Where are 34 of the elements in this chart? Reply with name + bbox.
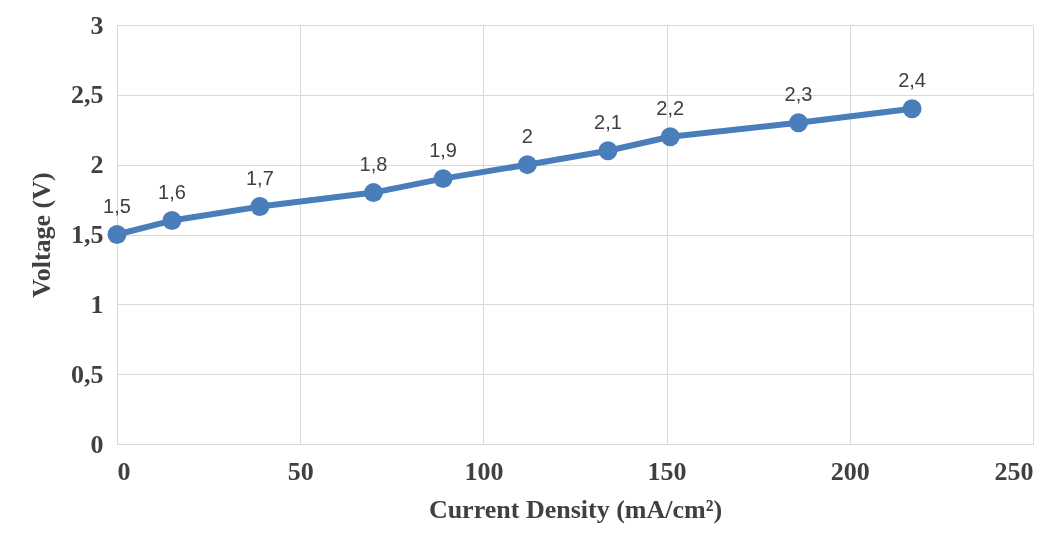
y-tick-label: 2,5 (71, 80, 104, 110)
data-label: 2,4 (898, 68, 926, 91)
data-label: 1,9 (429, 138, 457, 161)
data-label: 1,7 (245, 166, 274, 189)
y-tick-label: 2 (90, 150, 104, 180)
y-axis-title: Voltage (V) (27, 172, 56, 298)
data-label: 2,1 (594, 110, 622, 133)
data-label: 2 (521, 124, 533, 147)
x-tick-label: 100 (464, 456, 504, 486)
point (598, 141, 618, 161)
x-tick-label: 150 (647, 456, 687, 486)
point (107, 225, 127, 244)
point (660, 127, 680, 147)
y-tick-label: 1,5 (71, 220, 104, 249)
x-tick-label: 250 (994, 456, 1034, 486)
point (902, 99, 922, 119)
point (517, 155, 537, 175)
y-tick-label: 0,5 (71, 359, 104, 389)
y-tick-label: 1 (90, 289, 104, 319)
x-tick-label: 50 (287, 456, 314, 486)
point (250, 197, 270, 217)
point (789, 113, 808, 133)
data-label: 1,6 (158, 180, 186, 203)
data-label: 1,8 (359, 152, 388, 175)
x-tick-label: 200 (830, 456, 870, 486)
data-label: 2,2 (656, 96, 685, 119)
x-axis-title: Current Density (mA/cm²) (428, 494, 723, 524)
x-tick-label: 0 (117, 456, 131, 486)
y-tick-label: 0 (90, 429, 104, 459)
y-tick-label: 3 (90, 10, 104, 40)
point (363, 183, 383, 203)
data-label: 2,3 (784, 82, 813, 105)
point (433, 169, 453, 189)
point (162, 211, 182, 230)
